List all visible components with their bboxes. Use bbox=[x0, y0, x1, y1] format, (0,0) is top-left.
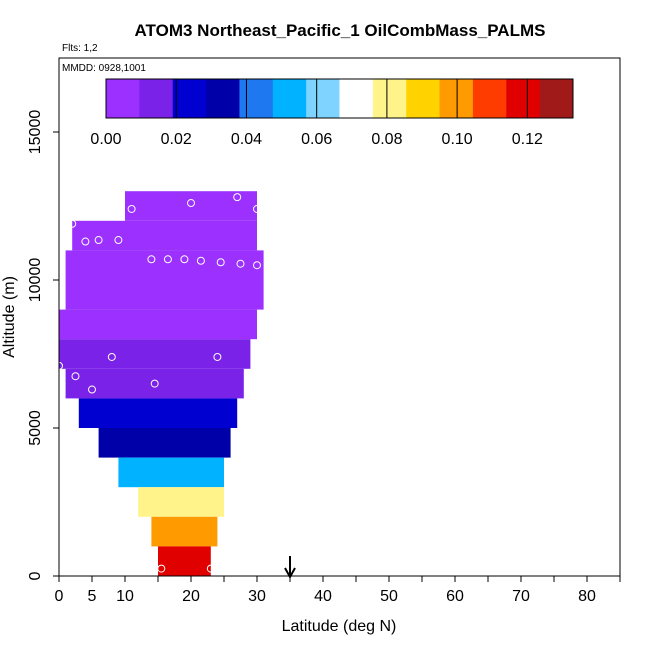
observation-point bbox=[206, 564, 215, 573]
heatmap-cell bbox=[78, 398, 238, 428]
x-tick-label: 20 bbox=[182, 588, 200, 605]
colorbar-swatch bbox=[439, 79, 474, 118]
y-tick-label: 10000 bbox=[27, 258, 44, 303]
x-tick-label: 10 bbox=[116, 588, 134, 605]
colorbar-swatch bbox=[172, 79, 207, 118]
x-tick-label: 60 bbox=[446, 588, 464, 605]
y-tick-label: 5000 bbox=[27, 410, 44, 446]
colorbar-swatch bbox=[106, 79, 140, 118]
x-axis-label: Latitude (deg N) bbox=[282, 618, 397, 635]
colorbar-swatch bbox=[139, 79, 174, 118]
x-tick-label: 40 bbox=[314, 588, 332, 605]
observation-point bbox=[94, 236, 103, 245]
observation-point bbox=[97, 564, 106, 573]
y-tick-label: 15000 bbox=[27, 110, 44, 155]
heatmap-cell bbox=[138, 487, 224, 517]
observation-point bbox=[213, 352, 222, 361]
heatmap-cell bbox=[65, 250, 264, 280]
colorbar-tick-label: 0.08 bbox=[371, 131, 402, 148]
observation-point bbox=[114, 236, 123, 245]
observation-point bbox=[71, 372, 80, 381]
flights-label: Flts: 1,2 bbox=[62, 43, 98, 54]
observation-point bbox=[233, 193, 242, 202]
observation-point bbox=[253, 261, 261, 270]
heatmap-cell bbox=[65, 280, 264, 310]
x-tick-label: 30 bbox=[248, 588, 266, 605]
colorbar-tick-label: 0.10 bbox=[442, 131, 473, 148]
colorbar-tick-label: 0.02 bbox=[161, 131, 192, 148]
colorbar-tick-label: 0.12 bbox=[512, 131, 543, 148]
heatmap-cell bbox=[59, 309, 257, 340]
observation-point bbox=[62, 563, 71, 572]
observation-point bbox=[68, 219, 77, 228]
x-tick-label: 70 bbox=[512, 588, 530, 605]
heatmap-cell bbox=[59, 339, 251, 369]
observation-point bbox=[163, 255, 172, 264]
observation-point bbox=[107, 352, 116, 361]
observation-point bbox=[127, 204, 136, 213]
colorbar-swatch bbox=[272, 79, 307, 118]
heatmap-cell bbox=[125, 191, 257, 221]
observation-point bbox=[81, 237, 90, 246]
colorbar-tick-label: 0.04 bbox=[231, 131, 262, 148]
y-axis-label: Altitude (m) bbox=[1, 276, 18, 358]
colorbar-swatch bbox=[372, 79, 407, 118]
colorbar-swatch bbox=[406, 79, 441, 118]
chart-title: ATOM3 Northeast_Pacific_1 OilCombMass_PA… bbox=[135, 21, 546, 40]
arrow-head bbox=[284, 567, 296, 580]
colorbar-swatch bbox=[339, 79, 374, 118]
x-tick-label: 80 bbox=[578, 588, 596, 605]
observation-point bbox=[180, 255, 189, 264]
heatmap-cell bbox=[98, 428, 231, 458]
observation-point bbox=[150, 379, 159, 388]
y-tick-label: 0 bbox=[27, 571, 44, 580]
colorbar-frame bbox=[105, 78, 574, 119]
latitude-arrow bbox=[284, 556, 296, 580]
heatmap-cell bbox=[151, 516, 218, 547]
observation-points bbox=[55, 193, 261, 575]
colorbar-swatch bbox=[239, 79, 274, 118]
x-tick-label: 5 bbox=[88, 588, 97, 605]
mmdd-label: MMDD: 0928,1001 bbox=[62, 63, 146, 74]
x-axis: 0 5 10 20 30 40 50 60 70 80 bbox=[55, 576, 621, 605]
plot-frame bbox=[58, 57, 621, 577]
heatmap-field bbox=[59, 191, 264, 576]
colorbar-swatch bbox=[472, 79, 507, 118]
heatmap-cell bbox=[65, 368, 244, 399]
observation-point bbox=[253, 204, 261, 213]
x-tick-label: 50 bbox=[380, 588, 398, 605]
colorbar-swatch bbox=[506, 79, 541, 118]
heatmap-cell bbox=[118, 457, 224, 488]
colorbar-tick-label: 0.06 bbox=[301, 131, 332, 148]
colorbar-swatch bbox=[306, 79, 340, 118]
observation-point bbox=[216, 258, 225, 267]
observation-point bbox=[147, 255, 156, 264]
colorbar-tick-label: 0.00 bbox=[90, 131, 121, 148]
observation-point bbox=[88, 385, 96, 394]
colorbar-swatch bbox=[539, 79, 574, 118]
x-tick-label: 0 bbox=[55, 588, 64, 605]
heatmap-cell bbox=[158, 546, 211, 576]
colorbar-swatch bbox=[206, 79, 240, 118]
observation-point bbox=[196, 256, 205, 265]
y-axis: 0 5000 10000 15000 bbox=[27, 110, 59, 580]
observation-point bbox=[187, 199, 195, 208]
observation-point bbox=[236, 259, 245, 268]
colorbar: 0.00 0.02 0.04 0.06 0.08 0.10 0.12 bbox=[90, 78, 574, 148]
heatmap-cell bbox=[72, 220, 257, 251]
observation-point bbox=[157, 564, 166, 573]
